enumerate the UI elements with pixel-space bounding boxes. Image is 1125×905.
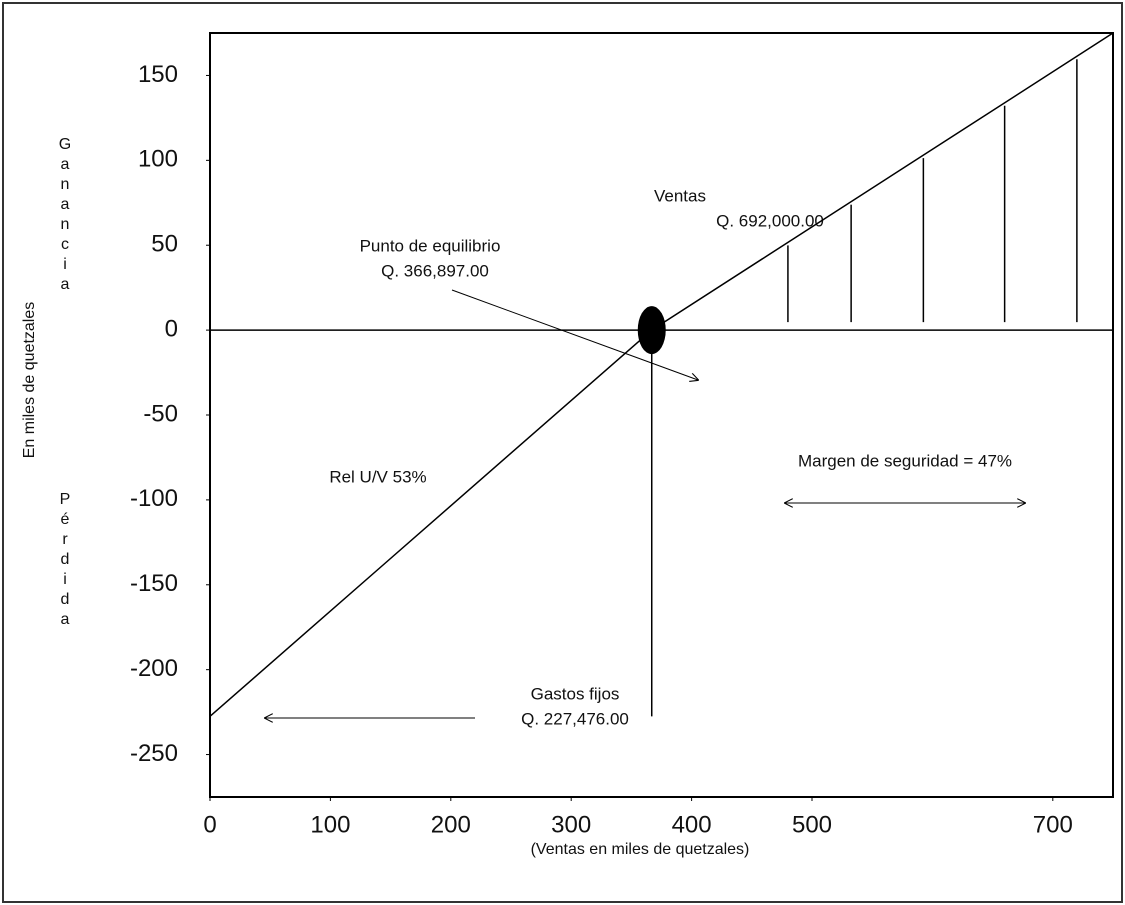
annotation: Margen de seguridad = 47%: [798, 451, 1012, 470]
x-tick-label: 500: [792, 811, 832, 838]
y-axis-label: En miles de quetzales: [21, 302, 38, 459]
annotation: Q. 227,476.00: [521, 709, 629, 728]
y-tick-label: -100: [130, 485, 178, 512]
break-even-point: [637, 306, 666, 355]
y-tick-label: -200: [130, 655, 178, 682]
y-tick-label: 0: [165, 315, 178, 342]
arrow: [451, 289, 698, 380]
x-tick-label: 0: [203, 811, 216, 838]
x-tick-label: 400: [672, 811, 712, 838]
x-tick-label: 700: [1033, 811, 1073, 838]
x-tick-label: 200: [431, 811, 471, 838]
x-tick-label: 100: [310, 811, 350, 838]
y-tick-label: 50: [151, 231, 178, 258]
x-axis-label: (Ventas en miles de quetzales): [531, 841, 750, 858]
annotation: Q. 692,000.00: [716, 211, 824, 230]
annotation: Q. 366,897.00: [381, 261, 489, 280]
annotation: Gastos fijos: [531, 684, 620, 703]
annotation: Punto de equilibrio: [360, 236, 501, 255]
annotation: Ventas: [654, 186, 706, 205]
y-tick-label: -150: [130, 570, 178, 597]
y-tick-label: -250: [130, 740, 178, 767]
y-tick-label: 100: [138, 146, 178, 173]
line: [209, 32, 1114, 717]
annotation: Rel U/V 53%: [329, 467, 426, 486]
x-tick-label: 300: [551, 811, 591, 838]
y-tick-label: -50: [143, 400, 178, 427]
plot-area: [209, 32, 1114, 798]
y-tick-label: 150: [138, 61, 178, 88]
